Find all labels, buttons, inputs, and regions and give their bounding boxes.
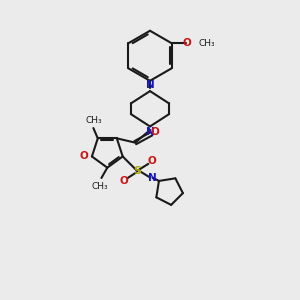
Text: N: N: [146, 127, 154, 137]
Text: N: N: [146, 80, 154, 90]
Text: CH₃: CH₃: [198, 39, 215, 48]
Text: O: O: [120, 176, 129, 186]
Text: O: O: [148, 156, 156, 166]
Text: N: N: [148, 173, 157, 183]
Text: S: S: [134, 166, 141, 176]
Text: CH₃: CH₃: [85, 116, 102, 124]
Text: O: O: [80, 152, 88, 161]
Text: CH₃: CH₃: [92, 182, 108, 190]
Text: O: O: [183, 38, 192, 48]
Text: O: O: [151, 127, 159, 137]
